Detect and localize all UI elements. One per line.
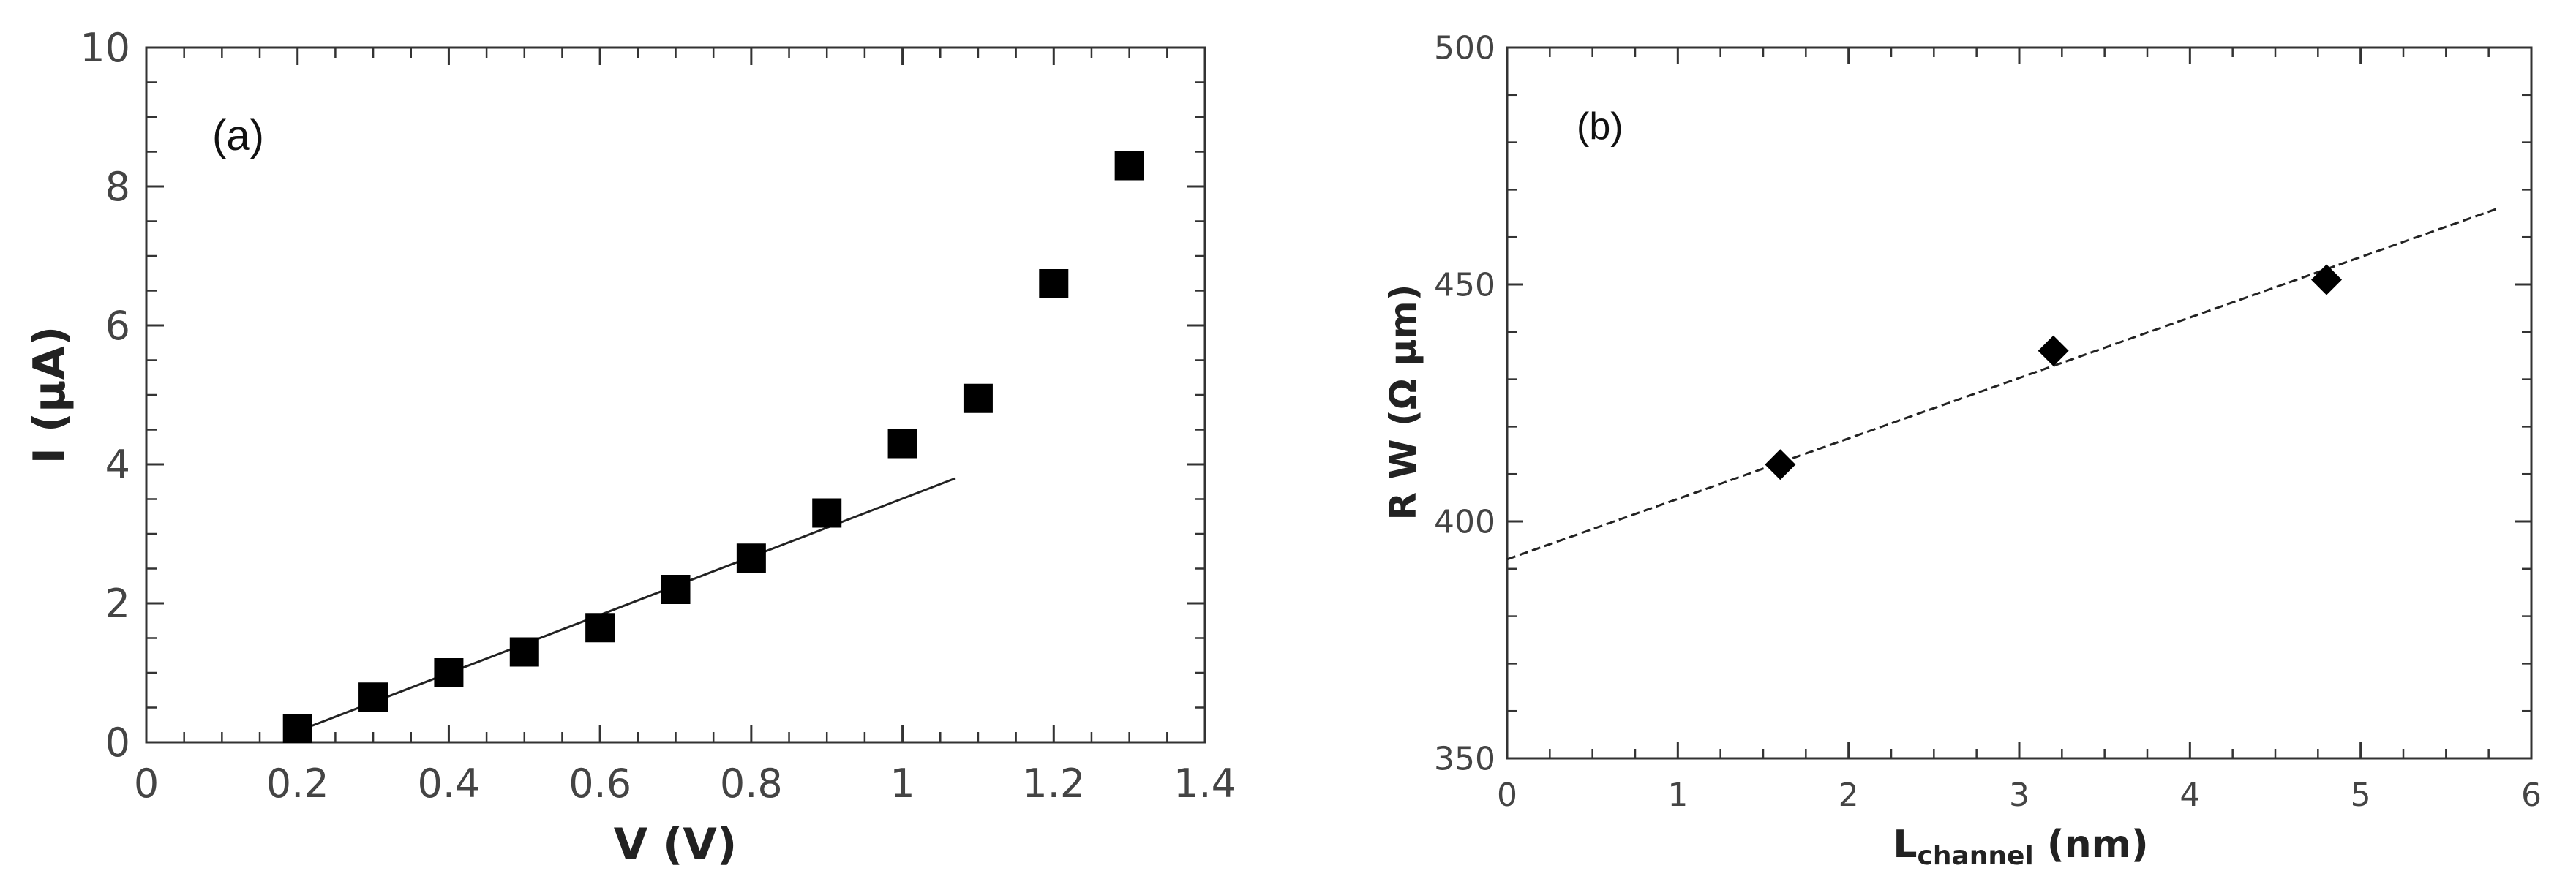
panel-b-x-tick-labels: 0 1 2 3 4 5 6: [1497, 777, 2542, 814]
panel-b-x-axis-title-unit: (nm): [2034, 823, 2149, 867]
y-tick-label: 8: [105, 164, 130, 210]
x-tick-label: 0.8: [720, 761, 783, 807]
panel-b-ticks: [1506, 46, 2533, 760]
panel-a: 0 0.2 0.4 0.6 0.8 1 1.2 1.4 0 2 4 6 8 10 (a) V (V) I…: [24, 25, 1236, 870]
y-tick-label: 350: [1434, 740, 1495, 777]
x-tick-label: 1: [1667, 777, 1688, 814]
panel-b-x-axis-title: Lchannel (nm): [1893, 823, 2148, 871]
panel-b-x-axis-title-main: L: [1893, 823, 1917, 867]
y-tick-label: 0: [105, 720, 130, 766]
x-tick-label: 1.4: [1174, 761, 1236, 807]
data-point: [2038, 335, 2069, 366]
x-tick-label: 0: [1497, 777, 1517, 814]
x-tick-label: 5: [2351, 777, 2371, 814]
x-tick-label: 0: [134, 761, 159, 807]
x-tick-label: 1: [890, 761, 915, 807]
x-tick-label: 0.2: [266, 761, 329, 807]
y-tick-label: 400: [1434, 503, 1495, 540]
y-tick-label: 10: [80, 25, 130, 71]
panel-b-fit-line: [1506, 207, 2498, 561]
data-point: [963, 383, 993, 413]
panel-b-x-axis-title-subscript: channel: [1918, 841, 2034, 871]
data-point: [434, 658, 464, 687]
data-point: [585, 613, 615, 643]
panel-a-ticks: [145, 46, 1206, 744]
panel-a-y-tick-labels: 0 2 4 6 8 10: [80, 25, 130, 766]
panel-b-y-tick-labels: 350 400 450 500: [1434, 29, 1495, 777]
x-tick-label: 0.4: [417, 761, 480, 807]
panel-b-label: (b): [1577, 105, 1623, 148]
data-point: [358, 682, 388, 712]
data-point: [1039, 269, 1069, 298]
data-point: [887, 429, 917, 459]
panel-b-y-axis-title: R W (Ω μm): [1382, 284, 1424, 521]
y-tick-label: 2: [105, 581, 130, 627]
data-point: [509, 637, 539, 667]
x-tick-label: 4: [2179, 777, 2200, 814]
data-point: [1765, 449, 1796, 480]
data-point: [1114, 151, 1144, 181]
y-tick-label: 500: [1434, 29, 1495, 67]
panel-a-label: (a): [212, 112, 264, 159]
y-tick-label: 6: [105, 303, 130, 349]
panel-a-x-axis-title: V (V): [614, 819, 737, 870]
x-tick-label: 0.6: [568, 761, 631, 807]
data-point: [2311, 264, 2342, 295]
x-tick-label: 6: [2521, 777, 2542, 814]
panel-a-data-points: [282, 151, 1144, 743]
panel-a-x-tick-labels: 0 0.2 0.4 0.6 0.8 1 1.2 1.4: [134, 761, 1236, 807]
panel-b-plot-frame: [1506, 46, 2533, 760]
panel-a-plot-frame: [145, 46, 1206, 744]
x-tick-label: 3: [2009, 777, 2029, 814]
y-tick-label: 450: [1434, 266, 1495, 303]
data-point: [661, 575, 691, 604]
y-tick-label: 4: [105, 442, 130, 488]
data-point: [812, 498, 842, 528]
x-tick-label: 2: [1839, 777, 1859, 814]
panel-a-y-axis-title: I (μA): [24, 326, 75, 464]
x-tick-label: 1.2: [1022, 761, 1085, 807]
panel-a-fit-line: [304, 477, 956, 730]
data-point: [282, 714, 312, 743]
data-point: [736, 543, 766, 573]
panel-b: 0 1 2 3 4 5 6 350 400 450 500 (b) Lchannel (nm) R…: [1382, 29, 2542, 871]
panel-b-data-points: [1765, 264, 2342, 480]
